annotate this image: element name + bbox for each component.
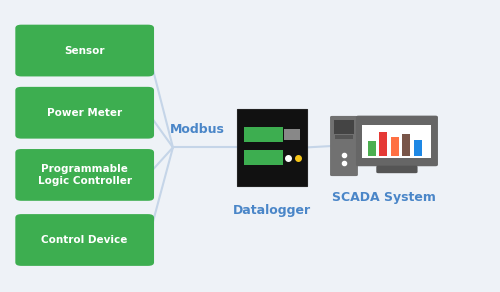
FancyBboxPatch shape (376, 166, 418, 173)
FancyBboxPatch shape (356, 116, 438, 166)
FancyBboxPatch shape (16, 87, 154, 139)
FancyBboxPatch shape (238, 109, 308, 186)
FancyBboxPatch shape (334, 120, 354, 133)
FancyBboxPatch shape (244, 150, 283, 165)
FancyBboxPatch shape (334, 135, 353, 139)
Text: Sensor: Sensor (64, 46, 105, 55)
FancyBboxPatch shape (362, 125, 432, 159)
FancyBboxPatch shape (402, 133, 410, 156)
Text: Power Meter: Power Meter (47, 108, 122, 118)
FancyBboxPatch shape (284, 129, 300, 140)
FancyBboxPatch shape (368, 141, 376, 156)
FancyBboxPatch shape (390, 137, 399, 156)
FancyBboxPatch shape (380, 131, 388, 156)
FancyBboxPatch shape (16, 25, 154, 77)
FancyBboxPatch shape (330, 116, 358, 176)
Text: Control Device: Control Device (42, 235, 128, 245)
FancyBboxPatch shape (16, 214, 154, 266)
Text: Modbus: Modbus (170, 123, 225, 136)
FancyBboxPatch shape (390, 162, 404, 169)
FancyBboxPatch shape (244, 127, 283, 142)
Text: Datalogger: Datalogger (234, 204, 312, 217)
FancyBboxPatch shape (16, 149, 154, 201)
Text: SCADA System: SCADA System (332, 191, 436, 204)
Text: Programmable
Logic Controller: Programmable Logic Controller (38, 164, 132, 186)
FancyBboxPatch shape (414, 140, 422, 156)
